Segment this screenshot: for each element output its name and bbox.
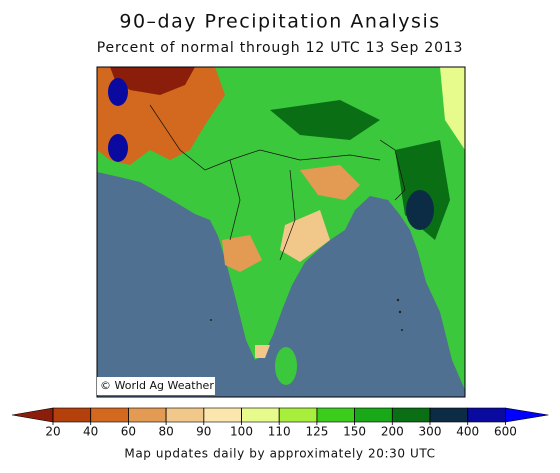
colorbar-segment	[128, 407, 167, 423]
islands	[210, 298, 403, 331]
credit-box	[97, 377, 215, 395]
tick-label: 200	[381, 425, 404, 439]
colorbar-segment	[52, 407, 92, 423]
map-frame	[96, 66, 466, 398]
footer: Map updates daily by approximately 20:30…	[124, 447, 435, 461]
tick-label: 110	[268, 425, 291, 439]
colorbar-segment	[165, 407, 205, 423]
tick-label: 150	[343, 425, 366, 439]
colorbar-segment	[467, 407, 506, 423]
borders	[149, 104, 406, 261]
credit: © World Ag Weather	[100, 379, 214, 392]
wet-patch	[270, 100, 380, 140]
tick-label: 20	[45, 425, 60, 439]
wet-spot	[406, 190, 434, 230]
colorbar-segment	[90, 407, 129, 423]
legend: 20 40 60 80 90 100 110 125 150 200 300 400 600	[11, 407, 549, 439]
dry-patch	[97, 67, 225, 165]
title: 90–day Precipitation Analysis	[119, 11, 440, 33]
moist-patch	[440, 67, 465, 150]
subtitle: Percent of normal through 12 UTC 13 Sep …	[97, 40, 463, 56]
colorbar-segment	[241, 407, 280, 423]
tick-label: 90	[196, 425, 211, 439]
tick-label: 400	[456, 425, 479, 439]
dry-patch	[300, 165, 360, 200]
tick-label: 300	[419, 425, 442, 439]
dry-patch	[280, 210, 330, 262]
colorbar-arrow	[505, 407, 549, 423]
map: © World Ag Weather	[96, 66, 466, 398]
tick-label: 600	[494, 425, 517, 439]
dry-patch	[222, 235, 262, 272]
tick-label: 60	[121, 425, 136, 439]
sri-lanka	[275, 347, 297, 385]
very-dry-patch	[110, 67, 195, 95]
tick-label: 100	[230, 425, 253, 439]
colorbar-segment	[429, 407, 469, 423]
colorbar-segment	[203, 407, 242, 423]
wet-spot	[108, 78, 128, 106]
tick-label: 125	[305, 425, 328, 439]
wet-spot	[108, 134, 128, 162]
dry-patch	[255, 345, 270, 358]
colorbar-arrow	[11, 407, 54, 423]
tick-label: 80	[158, 425, 173, 439]
tick-label: 40	[83, 425, 98, 439]
colorbar-segment	[316, 407, 355, 423]
colorbar-segment	[354, 407, 393, 423]
colorbar-segment	[278, 407, 318, 423]
colorbar-segment	[391, 407, 431, 423]
